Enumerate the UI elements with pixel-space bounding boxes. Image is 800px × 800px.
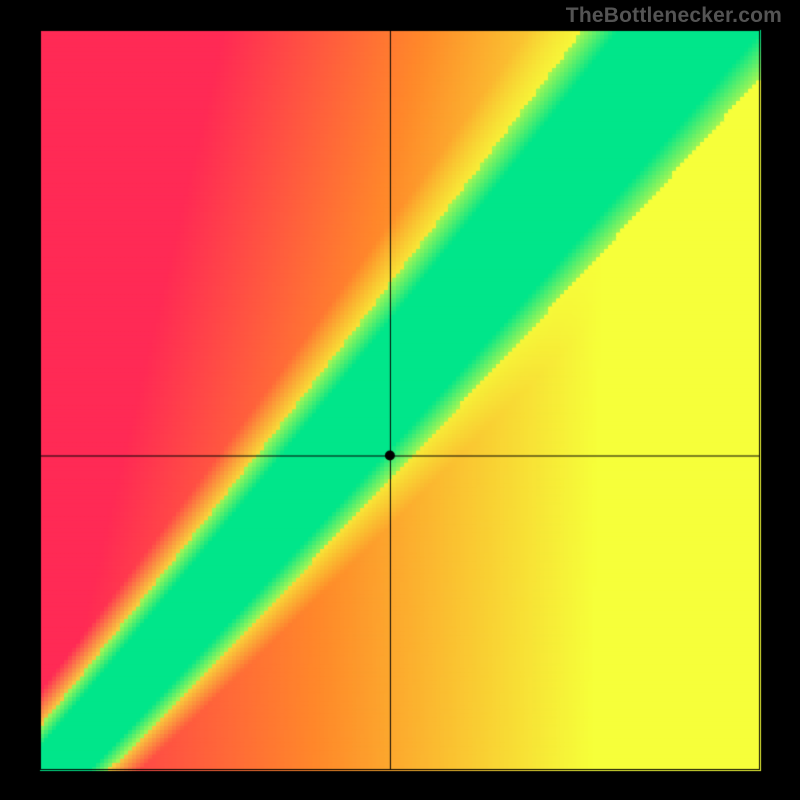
heatmap-canvas (0, 0, 800, 800)
chart-frame: TheBottlenecker.com (0, 0, 800, 800)
watermark-text: TheBottlenecker.com (566, 4, 782, 28)
